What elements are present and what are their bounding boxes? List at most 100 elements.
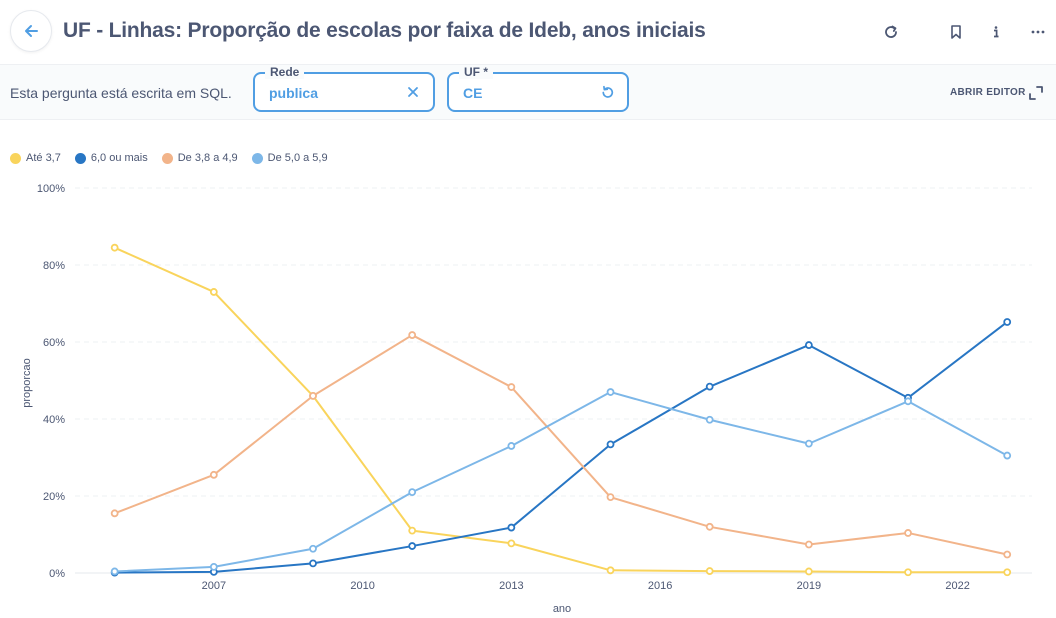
data-point[interactable] — [1003, 318, 1012, 326]
series-line — [113, 334, 1009, 556]
y-tick-label: 80% — [43, 260, 65, 272]
data-point[interactable] — [209, 562, 218, 571]
rede-filter-value: publica — [269, 85, 319, 101]
data-point[interactable] — [408, 331, 417, 339]
y-tick-label: 20% — [43, 491, 65, 503]
series-line — [113, 320, 1009, 574]
data-point[interactable] — [507, 523, 516, 532]
arrow-left-icon — [25, 25, 38, 37]
data-point[interactable] — [408, 488, 417, 497]
clear-filter-button[interactable] — [405, 84, 421, 100]
x-tick-label: 2013 — [499, 580, 523, 592]
close-icon — [408, 87, 418, 97]
data-point[interactable] — [606, 493, 615, 502]
data-point[interactable] — [110, 567, 119, 576]
data-point[interactable] — [904, 529, 912, 537]
y-tick-label: 0% — [49, 568, 65, 580]
data-point[interactable] — [705, 382, 714, 391]
data-point[interactable] — [507, 539, 516, 548]
x-tick-label: 2022 — [945, 580, 969, 592]
data-point[interactable] — [904, 397, 912, 406]
line-chart: 0%20%40%60%80%100% 2007 2010 2013 2016 2019 2… — [21, 183, 1032, 615]
x-tick-label: 2019 — [797, 580, 821, 592]
info-icon — [994, 26, 999, 38]
reset-filter-button[interactable] — [599, 84, 615, 100]
data-point[interactable] — [606, 566, 615, 575]
y-tick-label: 60% — [43, 337, 65, 349]
chart-grid — [75, 187, 1032, 574]
data-point[interactable] — [804, 341, 813, 349]
more-button[interactable] — [1024, 18, 1052, 46]
data-point[interactable] — [804, 540, 813, 549]
chart-legend: Até 3,7 6,0 ou mais De 3,8 a 4,9 De 5,0 … — [10, 152, 328, 164]
data-point[interactable] — [904, 568, 912, 577]
series-0 — [110, 243, 1012, 577]
page-title: UF - Linhas: Proporção de escolas por fa… — [63, 19, 706, 42]
legend-label: Até 3,7 — [26, 152, 61, 164]
legend-item-ate-3-7[interactable]: Até 3,7 — [10, 152, 61, 164]
legend-label: De 5,0 a 5,9 — [267, 152, 328, 164]
refresh-icon — [885, 25, 897, 38]
open-editor-button[interactable]: ABRIR EDITOR — [950, 87, 1026, 98]
data-point[interactable] — [209, 288, 218, 296]
data-point[interactable] — [1003, 550, 1012, 559]
x-axis-ticks: 2007 2010 2013 2016 2019 2022 — [202, 580, 970, 592]
legend-dot — [251, 152, 263, 164]
data-point[interactable] — [408, 542, 417, 550]
back-button[interactable] — [10, 10, 52, 52]
data-point[interactable] — [110, 243, 119, 252]
series-line — [113, 246, 1009, 574]
data-point[interactable] — [804, 439, 813, 448]
sql-note: Esta pergunta está escrita em SQL. — [10, 85, 232, 101]
series-line — [113, 391, 1009, 573]
uf-filter-label: UF * — [459, 65, 493, 79]
legend-item-3-8-a-4-9[interactable]: De 3,8 a 4,9 — [161, 152, 238, 164]
data-point[interactable] — [705, 522, 714, 531]
x-tick-label: 2016 — [648, 580, 672, 592]
reset-icon — [601, 85, 613, 98]
legend-dot — [74, 152, 86, 164]
bookmark-button[interactable] — [942, 18, 970, 46]
data-point[interactable] — [507, 442, 516, 450]
x-axis-label: ano — [553, 603, 571, 615]
data-point[interactable] — [705, 415, 714, 424]
uf-filter[interactable]: UF * CE — [447, 65, 629, 112]
refresh-button[interactable] — [877, 18, 905, 46]
data-point[interactable] — [804, 567, 813, 576]
series-3 — [110, 388, 1012, 576]
legend-label: 6,0 ou mais — [90, 152, 148, 164]
legend-item-5-a-5-9[interactable]: De 5,0 a 5,9 — [251, 152, 328, 164]
x-tick-label: 2007 — [202, 580, 226, 592]
data-point[interactable] — [1003, 451, 1012, 460]
header: UF - Linhas: Proporção de escolas por fa… — [0, 0, 1056, 64]
data-point[interactable] — [309, 559, 317, 568]
bookmark-icon — [951, 25, 961, 39]
x-tick-label: 2010 — [350, 580, 374, 592]
series-2 — [110, 331, 1012, 559]
data-point[interactable] — [507, 383, 516, 391]
data-point[interactable] — [606, 440, 615, 449]
data-point[interactable] — [705, 567, 714, 575]
legend-item-6-ou-mais[interactable]: 6,0 ou mais — [74, 152, 148, 164]
data-point[interactable] — [309, 391, 317, 400]
data-point[interactable] — [1003, 568, 1012, 577]
info-button[interactable] — [982, 18, 1010, 46]
more-icon — [1031, 30, 1045, 34]
data-point[interactable] — [606, 388, 615, 396]
y-tick-label: 40% — [43, 414, 65, 426]
legend-dot — [10, 152, 21, 164]
rede-filter-label: Rede — [265, 65, 305, 79]
rede-filter[interactable]: Rede publica — [253, 65, 435, 112]
data-point[interactable] — [309, 544, 317, 553]
legend-dot — [161, 152, 173, 164]
y-tick-label: 100% — [37, 183, 65, 195]
data-point[interactable] — [209, 470, 218, 479]
data-point[interactable] — [408, 526, 417, 535]
legend-label: De 3,8 a 4,9 — [177, 152, 238, 164]
y-axis-ticks: 0% 20% 40% 60% 80% 100% — [37, 183, 65, 580]
y-axis-label: proporcao — [21, 358, 33, 408]
filter-bar: Esta pergunta está escrita em SQL. Rede … — [0, 64, 1056, 120]
expand-icon[interactable] — [1028, 85, 1044, 101]
chart-series — [110, 243, 1012, 577]
data-point[interactable] — [110, 509, 119, 518]
